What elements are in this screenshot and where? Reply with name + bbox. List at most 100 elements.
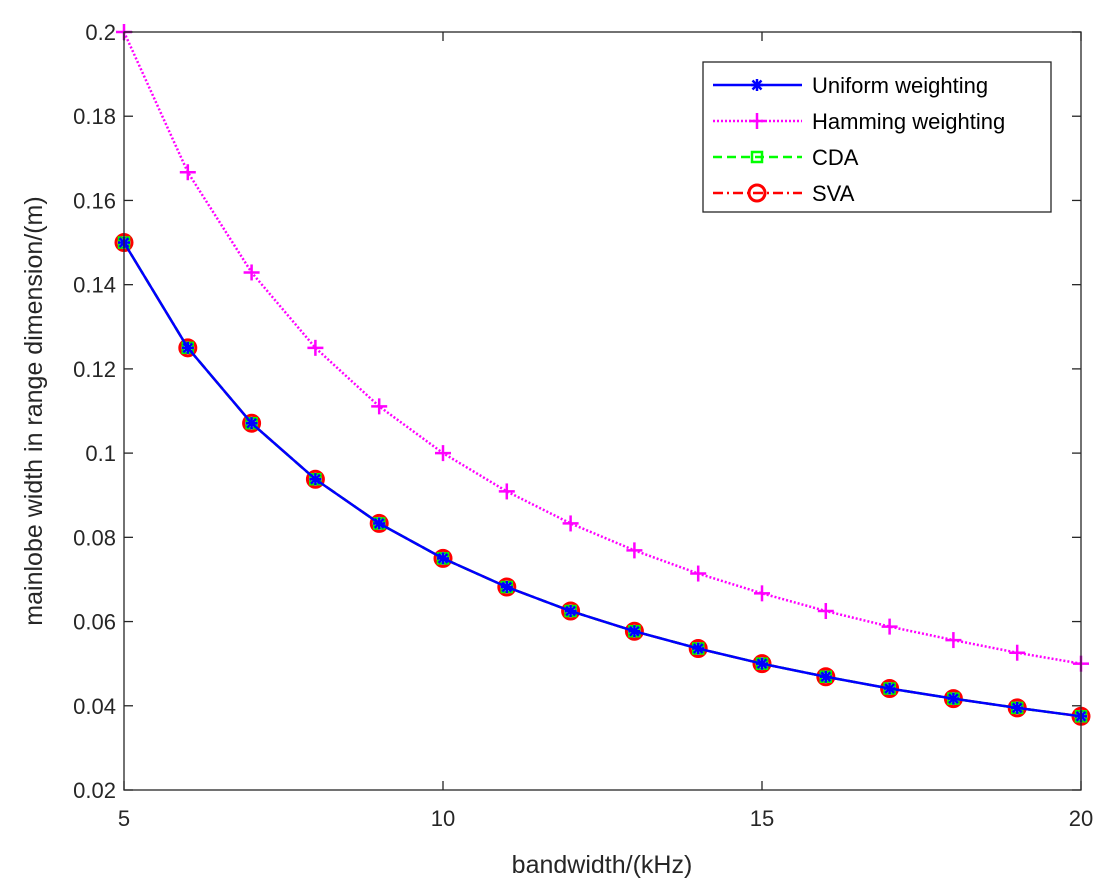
data-point-sva [369,513,389,533]
x-tick-label: 20 [1069,806,1093,831]
data-point-hamming-weighting [1009,644,1026,661]
data-point-hamming-weighting [562,515,579,532]
axes-box [123,31,1082,791]
y-tick-label: 0.06 [73,610,116,635]
marker-stroke [629,625,640,637]
series-uniform-weighting [118,236,1087,723]
series-layer [114,24,1091,726]
marker-circle [497,577,517,597]
y-tick-label: 0.02 [73,778,116,803]
y-tick-label: 0.16 [73,188,116,213]
y-tick-label: 0.2 [85,20,116,45]
data-point-uniform-weighting [309,473,322,486]
marker-circle [178,338,198,358]
data-point-uniform-weighting [883,682,896,695]
data-point-hamming-weighting [307,339,324,356]
data-point-hamming-weighting [626,542,643,559]
marker-circle [433,548,453,568]
data-point-uniform-weighting [1011,701,1024,714]
marker-stroke [948,693,959,705]
legend-label: CDA [812,145,859,170]
marker-circle [561,601,581,621]
legend-label: SVA [812,181,855,206]
marker-stroke [820,671,832,683]
y-tick-label: 0.04 [73,694,116,719]
data-point-sva [752,654,772,674]
data-point-hamming-weighting [179,164,196,181]
legend-entry-uniform-weighting: Uniform weighting [713,73,988,98]
data-point-hamming-weighting [690,565,707,582]
legend-marker [747,183,767,203]
data-point-sva [497,577,517,597]
data-point-uniform-weighting [500,581,513,594]
marker-circle [369,513,389,533]
y-tick-label: 0.1 [85,441,116,466]
data-point-uniform-weighting [819,670,832,683]
data-point-uniform-weighting [756,657,768,670]
x-tick-label: 15 [750,806,774,831]
legend-marker [750,150,764,164]
series-line-hamming-weighting [122,31,1082,665]
data-point-sva [624,621,644,641]
data-point-hamming-weighting [498,483,515,500]
ticks-layer: 5 10 15 20 0.02 0.04 0.06 0.08 0.1 0.12 0.14 0.16 0.… [73,20,1093,831]
legend-marker [751,79,763,91]
data-point-hamming-weighting [371,398,388,415]
marker-stroke [884,683,895,694]
data-point-uniform-weighting [437,552,449,565]
marker-stroke [310,473,321,485]
marker-stroke [437,553,449,564]
x-tick-label: 5 [118,806,130,831]
marker-stroke [182,342,194,354]
data-point-sva [305,469,325,489]
data-point-uniform-weighting [564,605,577,618]
series-line-uniform-weighting [122,241,1082,718]
data-point-uniform-weighting [373,517,386,530]
legend-entry-sva: SVA [713,181,855,206]
legend-label: Hamming weighting [812,109,1005,134]
marker-circle [242,413,262,433]
legend-marker [749,113,765,129]
marker-stroke [1011,702,1023,714]
y-tick-label: 0.12 [73,357,116,382]
data-point-hamming-weighting [945,632,962,649]
marker-stroke [751,79,763,91]
y-axis-label: mainlobe width in range dimension/(m) [20,196,48,625]
data-point-hamming-weighting [435,445,451,462]
marker-stroke [246,417,257,429]
data-point-sva [688,639,708,659]
data-point-uniform-weighting [692,642,705,655]
legend-entry-hamming-weighting: Hamming weighting [713,109,1005,134]
data-point-uniform-weighting [947,692,960,705]
marker-square [750,150,764,164]
marker-stroke [501,581,513,593]
data-point-hamming-weighting [817,603,834,620]
legend-label: Uniform weighting [812,73,988,98]
data-point-sva [880,679,900,699]
x-axis-label: bandwidth/(kHz) [512,851,693,879]
data-point-sva [816,667,836,687]
marker-stroke [565,605,576,617]
marker-stroke [373,518,385,529]
y-tick-label: 0.08 [73,525,116,550]
data-point-sva [561,601,581,621]
data-point-sva [178,338,198,358]
marker-circle [880,679,900,699]
legend-entry-cda: CDA [713,145,859,170]
y-tick-label: 0.18 [73,104,116,129]
marker-stroke [756,658,768,670]
marker-stroke [692,643,704,654]
data-point-hamming-weighting [243,264,260,281]
data-point-uniform-weighting [245,417,258,430]
data-point-sva [242,413,262,433]
data-point-hamming-weighting [881,618,898,635]
marker-circle [688,639,708,659]
legend: Uniform weighting Hamming weighting CDA SVA [702,61,1052,213]
marker-circle [305,469,325,489]
marker-circle [747,183,767,203]
marker-circle [752,654,772,674]
marker-circle [816,667,836,687]
data-point-sva [433,548,453,568]
